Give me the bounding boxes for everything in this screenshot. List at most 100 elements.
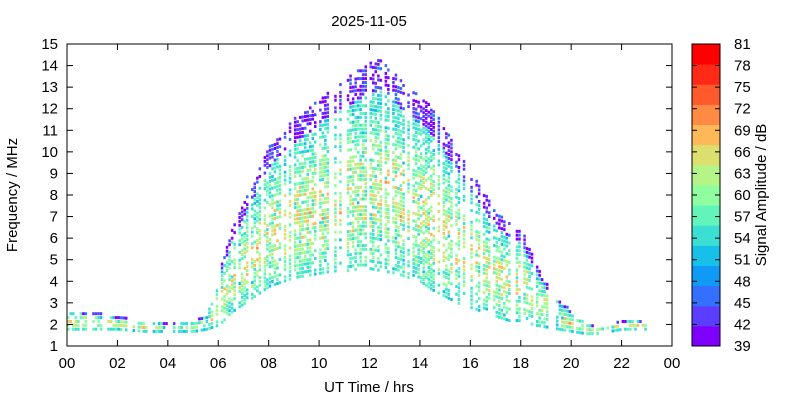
data-point [356, 236, 360, 240]
data-point [359, 170, 362, 174]
data-point [445, 167, 448, 171]
data-point [447, 211, 451, 215]
data-point [256, 180, 259, 184]
data-point [372, 236, 375, 240]
data-point [321, 170, 325, 174]
data-point [387, 258, 390, 262]
data-point [351, 89, 355, 93]
data-point [321, 209, 325, 213]
data-point [293, 213, 297, 217]
data-point [430, 159, 433, 163]
data-point [372, 248, 375, 252]
data-point [266, 286, 269, 290]
data-point [288, 200, 292, 203]
data-point [414, 224, 418, 228]
data-point [399, 215, 403, 219]
data-point [263, 206, 267, 210]
data-point [571, 318, 574, 322]
data-point [414, 115, 418, 119]
data-point [447, 176, 451, 180]
data-point [598, 327, 602, 331]
data-point [117, 320, 120, 323]
data-point [306, 246, 309, 250]
data-point [293, 155, 297, 159]
data-point [372, 205, 375, 209]
data-point [125, 328, 128, 332]
data-point [238, 223, 241, 227]
data-point [417, 159, 420, 163]
colorbar-swatch [692, 205, 720, 226]
data-point [477, 262, 481, 266]
data-point [283, 248, 287, 252]
data-point [450, 247, 453, 251]
data-point [500, 312, 504, 316]
data-point [233, 262, 236, 266]
data-point [482, 217, 486, 221]
data-point [432, 118, 435, 122]
data-point [228, 313, 231, 317]
data-point [309, 122, 312, 125]
data-point [387, 204, 390, 208]
data-point [288, 254, 292, 258]
data-point [384, 153, 388, 157]
data-point [384, 126, 388, 130]
colorbar [692, 44, 720, 347]
data-point [417, 170, 420, 174]
data-point [321, 147, 325, 150]
data-point [233, 231, 236, 235]
data-point [117, 316, 120, 320]
data-point [387, 107, 390, 111]
data-point [301, 185, 304, 189]
data-point [364, 104, 367, 108]
data-point [271, 206, 274, 210]
data-point [253, 283, 256, 287]
data-point [392, 267, 395, 271]
data-point [324, 107, 327, 111]
data-point [445, 155, 448, 159]
data-point [112, 327, 115, 331]
data-point [417, 182, 420, 186]
data-point [271, 163, 274, 167]
data-point [500, 250, 504, 254]
data-point [359, 240, 362, 244]
data-point [498, 296, 501, 300]
data-point [639, 320, 642, 323]
data-point [351, 140, 355, 144]
colorbar-swatch [692, 44, 720, 65]
data-point [530, 322, 534, 326]
data-point [407, 217, 410, 221]
data-point [296, 201, 299, 205]
data-point [535, 292, 539, 296]
data-point [535, 277, 539, 281]
data-point [296, 120, 299, 124]
data-point [505, 252, 509, 256]
data-point [326, 95, 330, 99]
data-point [462, 218, 466, 222]
colorbar-swatch [692, 305, 720, 327]
data-point [369, 247, 372, 251]
data-point [351, 198, 355, 202]
data-point [351, 171, 355, 175]
data-point [470, 306, 473, 310]
data-point [475, 183, 478, 187]
data-point [258, 202, 262, 206]
data-point [361, 81, 365, 84]
data-point [503, 235, 506, 239]
data-point [359, 251, 362, 255]
data-point [364, 96, 367, 100]
data-point [397, 101, 400, 105]
data-point [626, 327, 630, 331]
data-point [414, 107, 418, 111]
data-point [346, 168, 350, 172]
data-point [364, 150, 367, 154]
data-point [417, 228, 420, 232]
data-point [246, 280, 249, 284]
data-point [369, 213, 372, 216]
x-axis: 00 02 04 06 08 10 12 14 16 18 20 22 00 [59, 44, 680, 372]
data-point [117, 327, 120, 331]
data-point [321, 232, 325, 236]
data-point [437, 147, 441, 151]
data-point [309, 149, 312, 153]
data-point [495, 310, 498, 314]
data-point [425, 155, 428, 159]
